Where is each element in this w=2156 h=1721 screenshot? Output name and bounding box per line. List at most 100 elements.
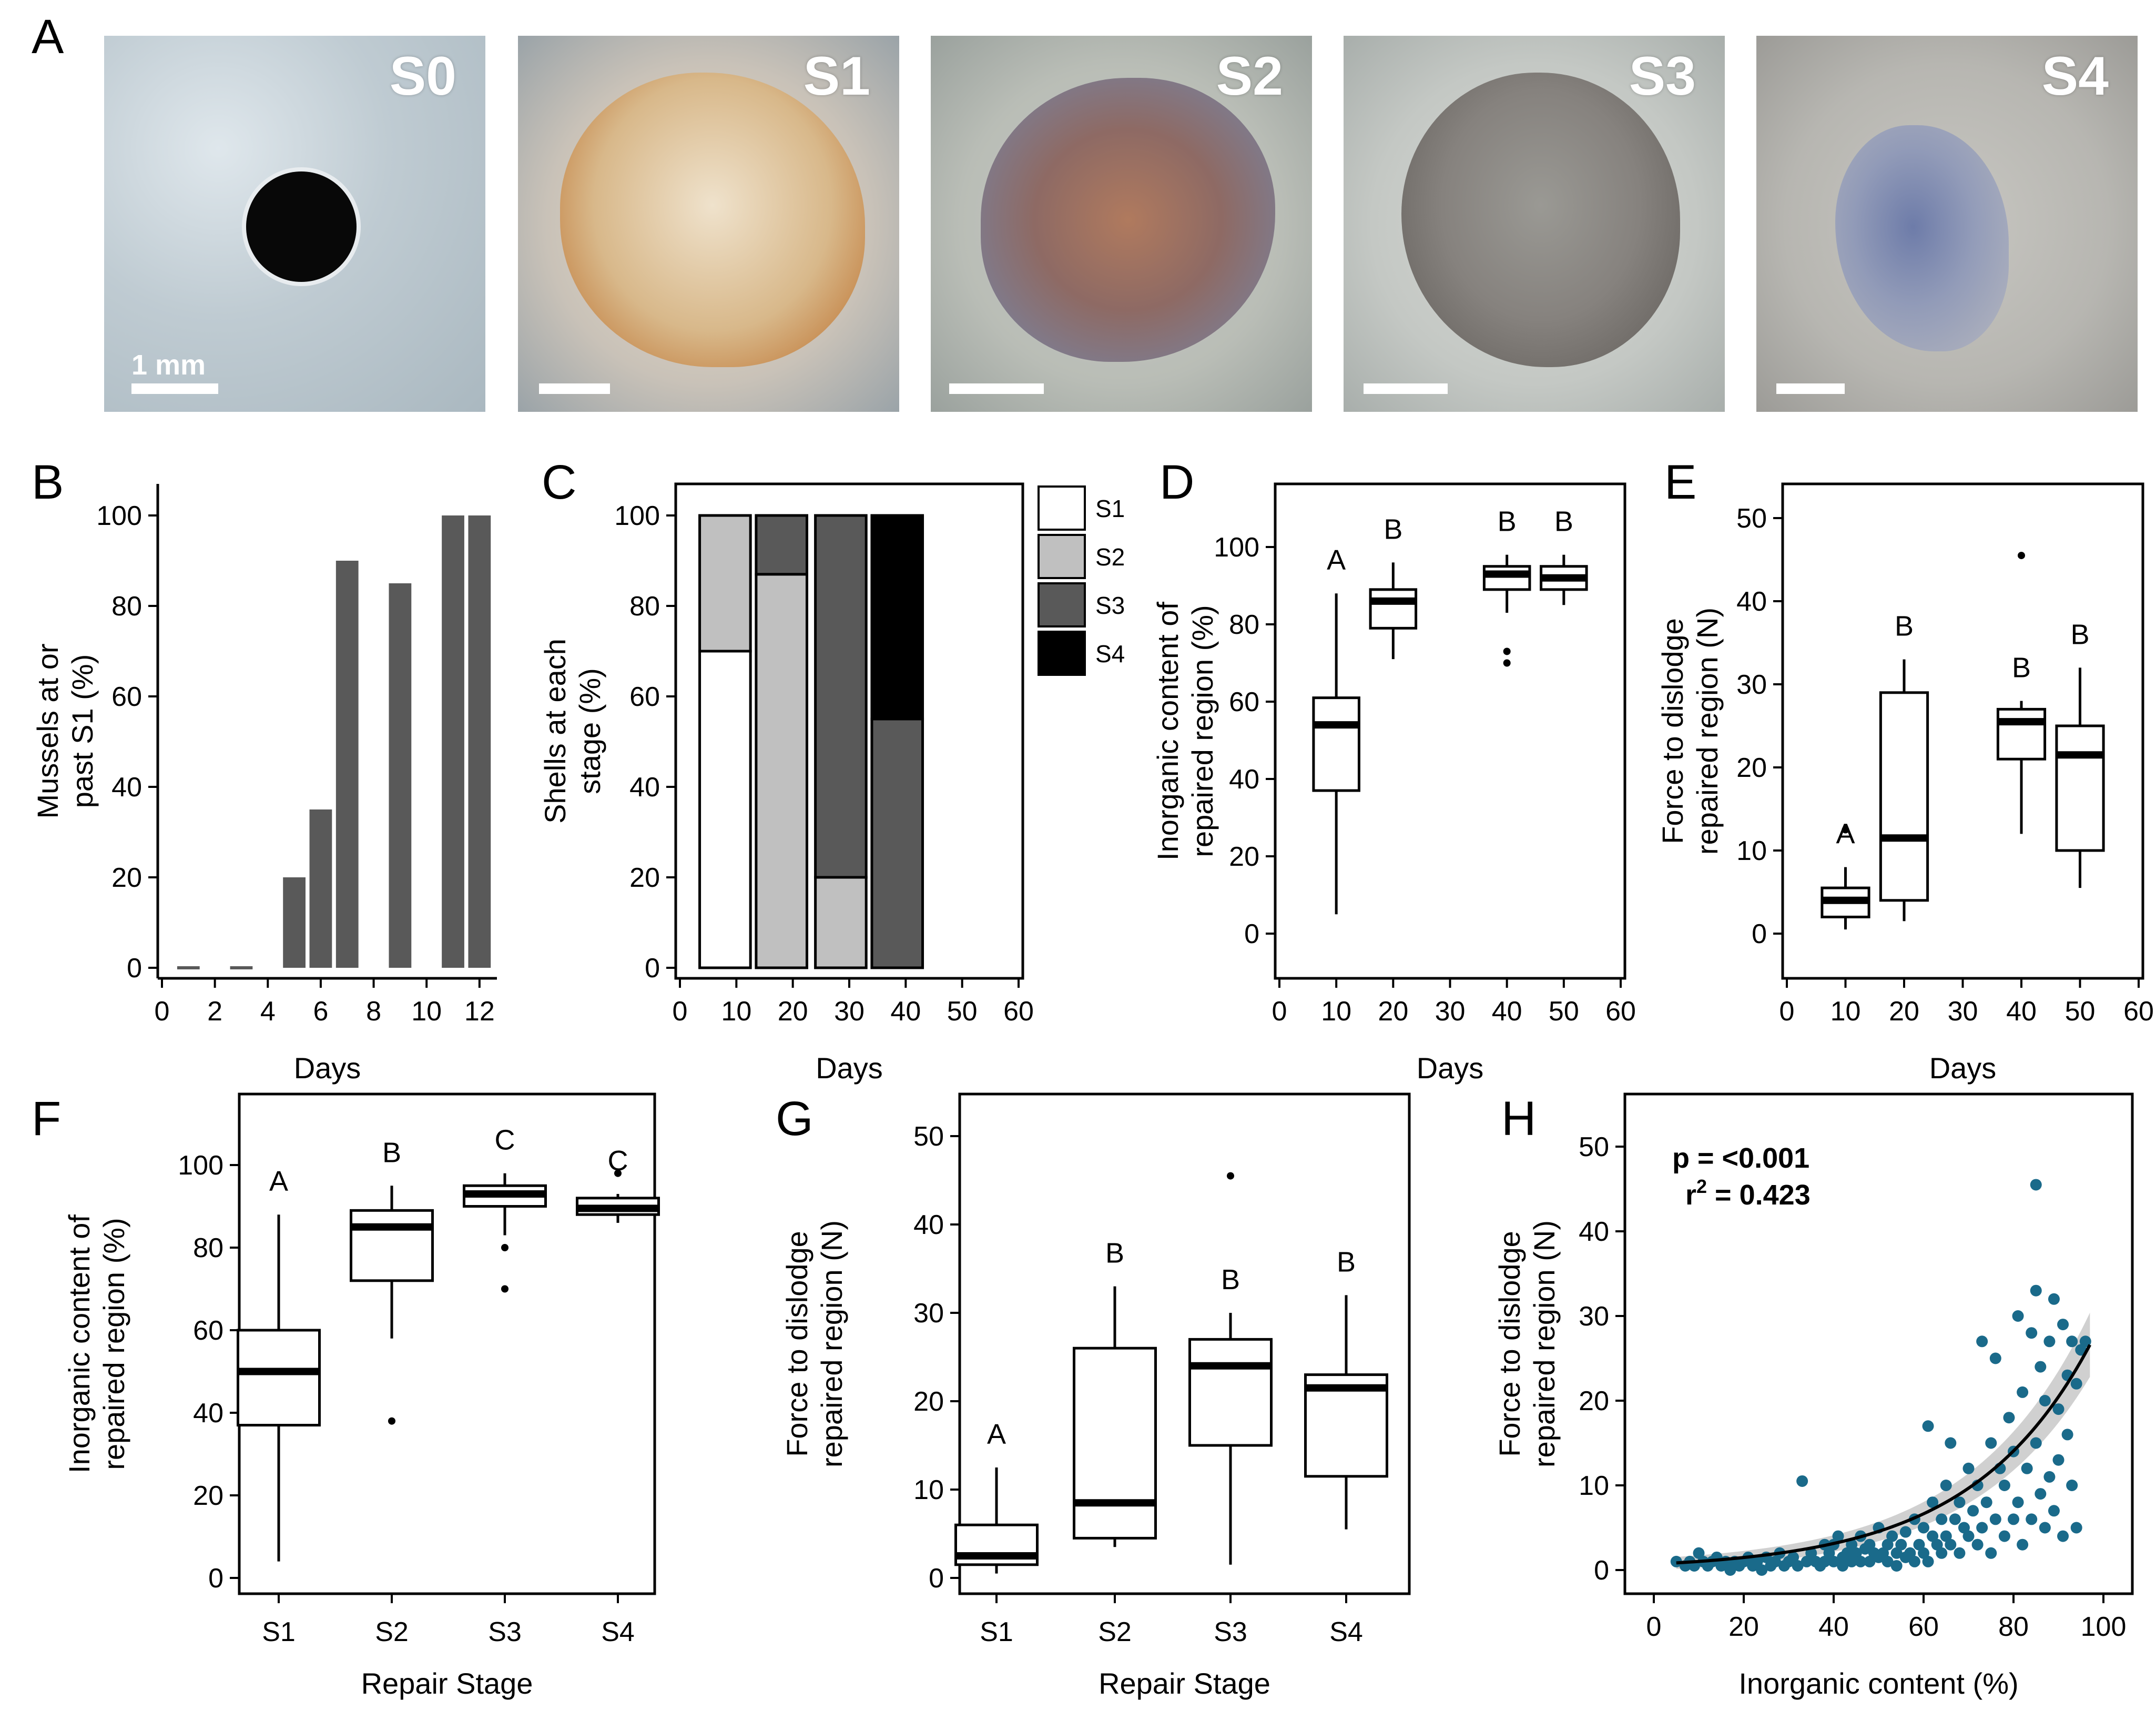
bar-b xyxy=(442,515,464,968)
significance-letter: A xyxy=(1327,544,1346,576)
x-tick-label-d: 60 xyxy=(1605,996,1636,1027)
significance-letter: C xyxy=(495,1125,515,1156)
x-tick-label-c: 30 xyxy=(834,996,865,1027)
outlier-point xyxy=(501,1285,509,1293)
x-axis-title-e: Days xyxy=(1929,1051,1997,1085)
outlier-point xyxy=(1503,647,1511,655)
scatter-point xyxy=(1908,1555,1920,1567)
box-iqr xyxy=(1073,1347,1157,1540)
scatter-point xyxy=(1980,1496,1992,1509)
y-tick-label-h: 30 xyxy=(1579,1301,1609,1332)
photo-s3: S3 xyxy=(1344,36,1725,412)
y-tick-label-f: 40 xyxy=(193,1398,223,1429)
y-tick-label-g: 10 xyxy=(913,1475,944,1505)
scatter-point xyxy=(1801,1555,1813,1567)
y-tick-label-d: 40 xyxy=(1229,764,1259,795)
scatter-point xyxy=(1837,1560,1849,1572)
scatter-point xyxy=(1971,1538,1984,1551)
box-iqr xyxy=(237,1329,321,1427)
scatter-point xyxy=(2003,1412,2015,1424)
legend-label-s1: S1 xyxy=(1095,495,1125,522)
y-axis-title-c: Shells at each xyxy=(538,639,572,824)
y-tick-label-h: 40 xyxy=(1579,1217,1609,1247)
x-tick-label-e: 10 xyxy=(1830,996,1861,1027)
x-tick-label-d: 40 xyxy=(1492,996,1522,1027)
scatter-point xyxy=(1931,1538,1943,1551)
scatter-point xyxy=(1936,1513,1948,1525)
stacked-segment-s3 xyxy=(870,717,924,969)
y-tick-label-b: 100 xyxy=(96,501,142,531)
y-tick-label-c: 40 xyxy=(629,772,660,803)
photo-s2: S2 xyxy=(931,36,1312,412)
x-tick-label-h: 20 xyxy=(1728,1612,1759,1642)
scatter-point xyxy=(2035,1488,2047,1500)
scatter-point xyxy=(2043,1335,2056,1348)
panel-letter-f: F xyxy=(32,1092,62,1146)
outlier-point xyxy=(1227,1172,1234,1180)
box-e: B xyxy=(2055,619,2105,888)
panel-letter-d: D xyxy=(1160,455,1195,509)
y-tick-label-h: 50 xyxy=(1579,1132,1609,1162)
x-tick-label-c: 10 xyxy=(721,996,751,1027)
scatter-point xyxy=(2012,1496,2024,1509)
scatter-point xyxy=(1998,1530,2010,1542)
box-iqr xyxy=(350,1209,434,1282)
x-category-label-g: S2 xyxy=(1098,1617,1132,1647)
box-d: B xyxy=(1540,506,1588,605)
scatter-point xyxy=(1899,1526,1911,1538)
scatter-point xyxy=(1756,1564,1768,1576)
y-tick-label-g: 40 xyxy=(913,1210,944,1240)
significance-letter: A xyxy=(987,1419,1006,1450)
stage-label-s3: S3 xyxy=(1629,46,1696,107)
y-tick-label-b: 60 xyxy=(111,682,142,712)
scatter-point xyxy=(1940,1480,1952,1491)
y-tick-label-f: 100 xyxy=(178,1150,223,1181)
scatter-point xyxy=(2035,1361,2047,1373)
scatter-point xyxy=(1976,1335,1988,1348)
scatter-point xyxy=(2079,1335,2091,1348)
x-tick-label-c: 60 xyxy=(1003,996,1034,1027)
stacked-segment-s2 xyxy=(814,876,868,969)
drilled-hole xyxy=(246,171,357,282)
scatter-point xyxy=(1751,1555,1763,1567)
y-axis-title-f: repaired region (%) xyxy=(97,1218,130,1470)
plot-frame-g xyxy=(958,1092,1411,1595)
scatter-point xyxy=(1823,1547,1835,1559)
scatter-point xyxy=(1976,1522,1988,1534)
legend-swatch-s2 xyxy=(1038,534,1086,579)
scatter-point xyxy=(2039,1522,2051,1534)
significance-letter: B xyxy=(2070,619,2089,650)
x-tick-label-d: 20 xyxy=(1378,996,1408,1027)
y-tick-label-b: 20 xyxy=(111,863,142,893)
box-g: B xyxy=(1073,1238,1157,1547)
x-tick-label-e: 0 xyxy=(1779,996,1795,1027)
box-f: B xyxy=(350,1137,434,1425)
scatter-point xyxy=(1864,1555,1876,1567)
scale-bar-label: 1 mm xyxy=(131,349,206,381)
scatter-point xyxy=(2066,1335,2078,1348)
legend-label-s2: S2 xyxy=(1095,543,1125,571)
x-tick-label-h: 40 xyxy=(1818,1612,1849,1642)
y-axis-title-b: Mussels at or xyxy=(31,644,64,819)
box-d: A xyxy=(1312,544,1360,915)
scatter-point xyxy=(1828,1555,1839,1567)
scatter-point xyxy=(1877,1547,1889,1559)
x-tick-label-d: 10 xyxy=(1321,996,1351,1027)
scatter-point xyxy=(1895,1538,1907,1551)
repaired-region-s1 xyxy=(560,73,865,367)
scatter-point xyxy=(1936,1547,1948,1559)
y-tick-label-b: 40 xyxy=(111,772,142,803)
legend-swatch-s4 xyxy=(1038,631,1086,676)
y-tick-label-f: 80 xyxy=(193,1233,223,1263)
y-axis-title-d: Inorganic content of xyxy=(1151,602,1184,860)
scatter-point xyxy=(2008,1513,2019,1525)
scatter-point xyxy=(2017,1386,2029,1398)
scatter-point xyxy=(2070,1522,2082,1534)
scatter-point xyxy=(1846,1538,1858,1551)
scatter-point xyxy=(1769,1555,1781,1567)
y-axis-title-d: repaired region (%) xyxy=(1186,605,1219,857)
box-g: B xyxy=(1188,1172,1273,1565)
bar-b xyxy=(335,561,359,968)
scatter-point xyxy=(2030,1179,2042,1191)
x-axis-title-g: Repair Stage xyxy=(1099,1667,1270,1700)
